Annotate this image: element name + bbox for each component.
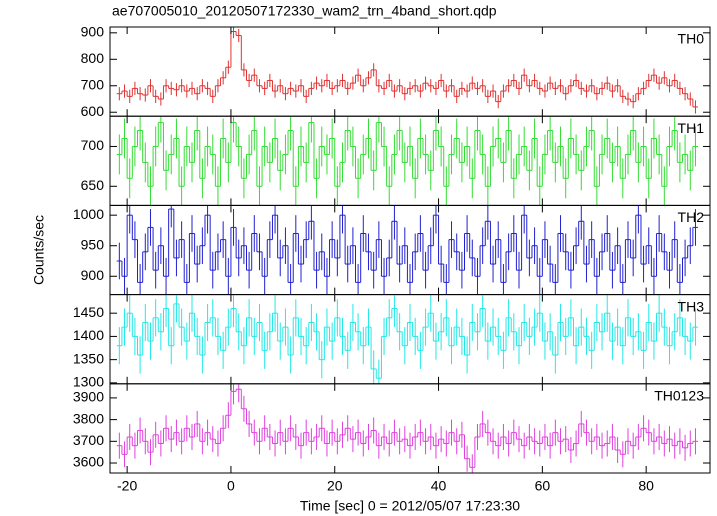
chart-title: ae707005010_20120507172330_wam2_trn_4ban… (112, 3, 497, 19)
y-tick-label: 700 (81, 137, 105, 153)
y-tick-label: 1300 (73, 374, 104, 390)
x-tick-label: 80 (638, 478, 654, 494)
y-tick-label: 700 (81, 76, 105, 92)
y-tick-label: 650 (81, 177, 105, 193)
x-axis-label: Time [sec] 0 = 2012/05/07 17:23:30 (300, 498, 520, 514)
x-tick-label: -20 (117, 478, 137, 494)
y-tick-label: 3800 (73, 410, 104, 426)
panel-frame (109, 383, 711, 474)
y-tick-label: 1400 (73, 327, 104, 343)
panel-label: TH3 (678, 298, 705, 314)
panel-frame (109, 26, 711, 117)
x-tick-label: 20 (327, 478, 343, 494)
y-tick-label: 950 (81, 236, 105, 252)
y-tick-label: 900 (81, 24, 105, 40)
x-tick-label: 60 (535, 478, 551, 494)
y-tick-label: 1350 (73, 350, 104, 366)
panel-label: TH0123 (654, 388, 704, 404)
panel-label: TH0 (678, 31, 705, 47)
y-axis-label: Counts/sec (31, 215, 47, 285)
y-tick-label: 1000 (73, 206, 104, 222)
y-tick-label: 3600 (73, 454, 104, 470)
y-tick-label: 3900 (73, 389, 104, 405)
y-tick-label: 900 (81, 267, 105, 283)
y-tick-label: 600 (81, 103, 105, 119)
y-tick-label: 1450 (73, 304, 104, 320)
x-tick-label: 0 (227, 478, 235, 494)
panel-label: TH2 (678, 209, 705, 225)
x-tick-label: 40 (431, 478, 447, 494)
panel-label: TH1 (678, 120, 705, 136)
y-tick-label: 800 (81, 50, 105, 66)
y-tick-label: 3700 (73, 432, 104, 448)
